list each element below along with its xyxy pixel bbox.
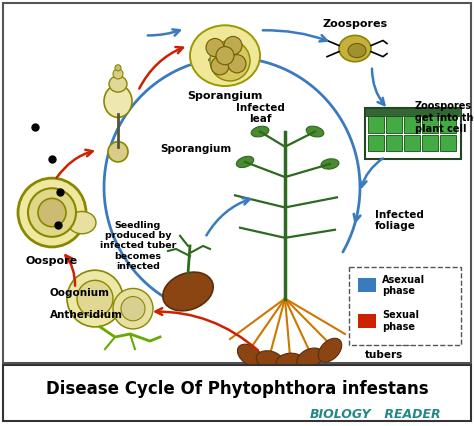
Text: Oogonium: Oogonium xyxy=(50,288,110,299)
Ellipse shape xyxy=(306,127,324,137)
Bar xyxy=(386,135,402,151)
Text: Zoospores
get into the
plant cell: Zoospores get into the plant cell xyxy=(415,101,474,135)
Ellipse shape xyxy=(163,272,213,311)
Circle shape xyxy=(206,38,224,57)
Bar xyxy=(358,278,376,293)
Ellipse shape xyxy=(321,159,339,169)
Bar xyxy=(422,135,438,151)
Text: Asexual
phase: Asexual phase xyxy=(382,275,425,296)
Bar xyxy=(368,116,384,132)
Ellipse shape xyxy=(210,40,250,81)
Ellipse shape xyxy=(339,35,371,62)
Ellipse shape xyxy=(348,43,366,58)
Bar xyxy=(386,116,402,132)
Bar xyxy=(365,108,461,159)
Text: Infected
foliage: Infected foliage xyxy=(375,210,424,231)
Circle shape xyxy=(67,270,123,327)
Bar xyxy=(422,116,438,132)
Text: Zoospores: Zoospores xyxy=(322,19,388,29)
Bar xyxy=(440,116,456,132)
Bar xyxy=(404,116,420,132)
Circle shape xyxy=(38,199,66,227)
Bar xyxy=(358,314,376,328)
Ellipse shape xyxy=(256,351,284,370)
Text: Infected
tubers: Infected tubers xyxy=(365,338,414,360)
Circle shape xyxy=(108,142,128,162)
Ellipse shape xyxy=(109,76,127,92)
Ellipse shape xyxy=(190,25,260,86)
Text: BIOLOGY: BIOLOGY xyxy=(310,408,372,420)
Text: Oospore: Oospore xyxy=(26,256,78,266)
Bar xyxy=(440,135,456,151)
Ellipse shape xyxy=(276,353,304,371)
Text: Sporangium: Sporangium xyxy=(187,91,263,101)
Ellipse shape xyxy=(251,127,269,137)
Ellipse shape xyxy=(318,338,342,362)
Bar xyxy=(368,135,384,151)
Bar xyxy=(365,108,461,116)
Text: Disease Cycle Of Phytophthora infestans: Disease Cycle Of Phytophthora infestans xyxy=(46,380,428,398)
Circle shape xyxy=(18,178,86,247)
Ellipse shape xyxy=(113,69,123,79)
Ellipse shape xyxy=(104,85,132,118)
Text: Infected
leaf: Infected leaf xyxy=(236,103,284,124)
Text: Sexual
phase: Sexual phase xyxy=(382,310,419,331)
Ellipse shape xyxy=(115,65,121,71)
Circle shape xyxy=(228,55,246,73)
Circle shape xyxy=(216,46,234,65)
Text: READER: READER xyxy=(380,408,441,420)
Bar xyxy=(3,365,471,421)
Text: Seedling
produced by
infected tuber
becomes
infected: Seedling produced by infected tuber beco… xyxy=(100,221,176,271)
Ellipse shape xyxy=(237,344,263,366)
Text: Antheridium: Antheridium xyxy=(50,310,123,320)
Ellipse shape xyxy=(297,348,323,368)
Bar xyxy=(404,135,420,151)
Circle shape xyxy=(113,288,153,329)
Circle shape xyxy=(224,37,242,55)
Text: Sporangium: Sporangium xyxy=(160,144,231,154)
Ellipse shape xyxy=(68,212,96,234)
Ellipse shape xyxy=(236,156,254,167)
Circle shape xyxy=(121,296,145,321)
Circle shape xyxy=(77,280,113,317)
Circle shape xyxy=(211,57,229,75)
Circle shape xyxy=(28,188,76,237)
FancyBboxPatch shape xyxy=(349,267,461,345)
